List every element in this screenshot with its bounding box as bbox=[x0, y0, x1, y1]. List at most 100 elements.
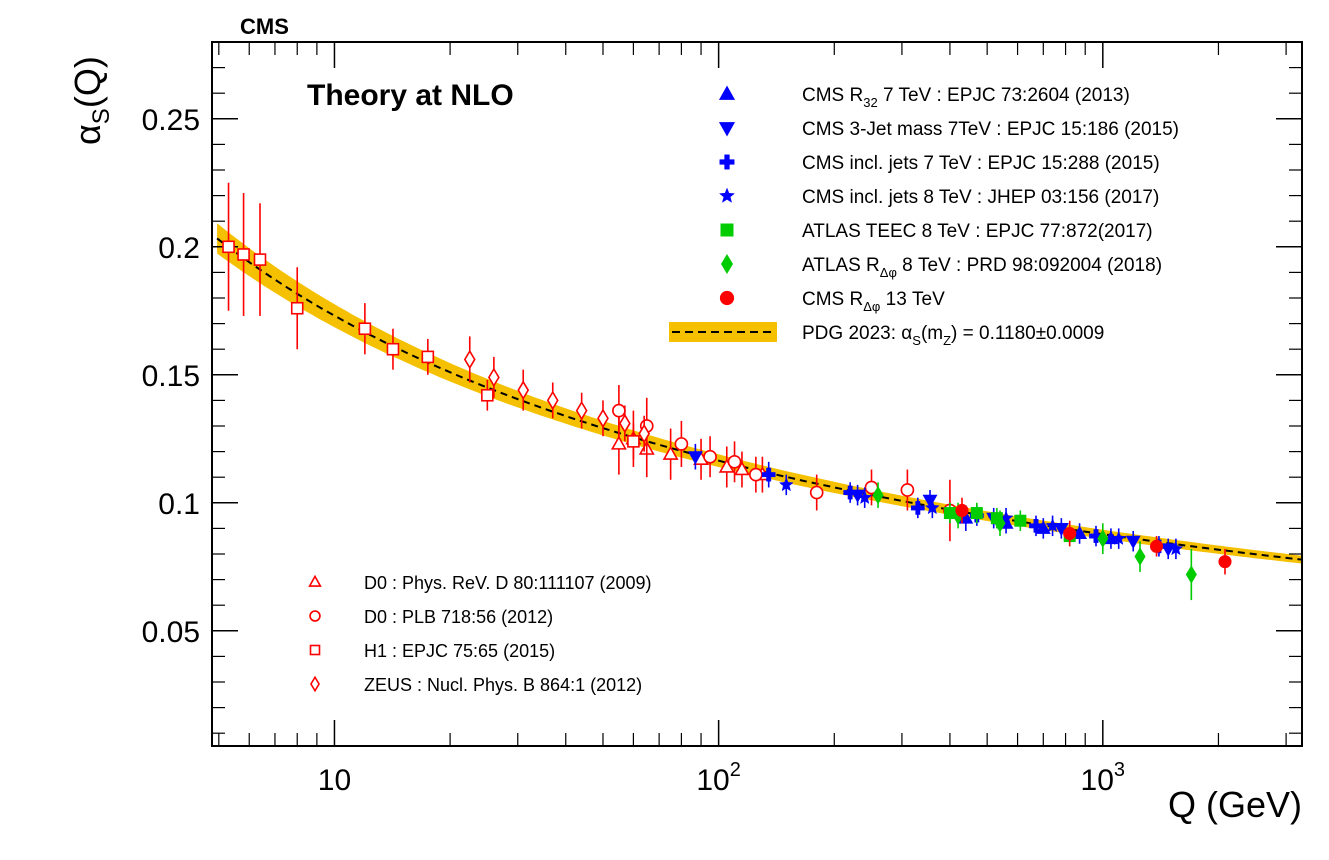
data-point bbox=[1089, 529, 1103, 543]
legend-subscript: 32 bbox=[863, 95, 877, 110]
experiment-label: CMS bbox=[240, 14, 289, 39]
legend-pdg-band bbox=[669, 322, 777, 342]
data-point bbox=[900, 483, 915, 497]
data-point bbox=[1185, 565, 1197, 584]
x-tick-label: 10 bbox=[318, 764, 351, 797]
pdg-central-curve bbox=[216, 237, 1303, 561]
data-point bbox=[955, 503, 969, 518]
pdg-central-curve-layer bbox=[216, 237, 1303, 561]
data-point bbox=[687, 451, 703, 465]
data-point bbox=[662, 445, 679, 460]
legend-marker bbox=[309, 644, 321, 656]
data-point bbox=[1134, 547, 1146, 566]
legend-name: CMS incl. jets 8 TeV : JHEP 03:156 (2017… bbox=[802, 187, 1159, 208]
data-point bbox=[237, 248, 250, 261]
data-point bbox=[610, 435, 627, 450]
y-tick-label: 0.15 bbox=[142, 360, 200, 393]
data-point bbox=[1125, 535, 1141, 550]
legend-entry-text: D0 : PLB 718:56 (2012) bbox=[364, 607, 553, 627]
legend-pdg-part: ) = 0.1180±0.0009 bbox=[951, 323, 1104, 344]
legend-entry-text: CMS incl. jets 8 TeV : JHEP 03:156 (2017… bbox=[802, 187, 1159, 208]
legend-marker bbox=[718, 122, 736, 137]
data-point bbox=[994, 514, 1006, 533]
data-point bbox=[463, 349, 476, 370]
legend-marker bbox=[720, 223, 734, 237]
data-point bbox=[1014, 514, 1027, 527]
x-tick-label: 102 bbox=[696, 759, 741, 797]
legend-entry-text: CMS RΔφ 13 TeV bbox=[802, 289, 945, 314]
data-point bbox=[253, 253, 267, 266]
data-point bbox=[970, 507, 983, 520]
legend-marker bbox=[718, 85, 736, 100]
data-point bbox=[1063, 526, 1077, 541]
data-point bbox=[627, 435, 640, 448]
data-point bbox=[487, 367, 500, 388]
data-point bbox=[421, 350, 435, 364]
data-point bbox=[761, 467, 776, 482]
legend-name: CMS R bbox=[802, 85, 863, 106]
data-point bbox=[1097, 529, 1109, 548]
data-point bbox=[1029, 518, 1043, 533]
legend-entry-text: ATLAS RΔφ 8 TeV : PRD 98:092004 (2018) bbox=[802, 255, 1162, 280]
legend-entry-text: ATLAS TEEC 8 TeV : EPJC 77:872(2017) bbox=[802, 221, 1153, 242]
axes-frame bbox=[211, 41, 1303, 747]
legend-name: ATLAS TEEC 8 TeV : EPJC 77:872(2017) bbox=[802, 221, 1153, 242]
legend-entry-text: CMS incl. jets 7 TeV : EPJC 15:288 (2015… bbox=[802, 153, 1160, 174]
data-point bbox=[1149, 539, 1164, 553]
data-point bbox=[481, 388, 494, 402]
legend-pdg-sub: S bbox=[912, 333, 921, 348]
legend-subscript: Δφ bbox=[880, 265, 897, 280]
legend-entry-text: ZEUS : Nucl. Phys. B 864:1 (2012) bbox=[364, 675, 642, 695]
data-point bbox=[857, 489, 873, 505]
data-point bbox=[843, 485, 858, 500]
legend-pdg-sub: Z bbox=[943, 333, 951, 348]
series-7-points bbox=[778, 474, 1184, 560]
data-point bbox=[778, 477, 794, 492]
data-point bbox=[922, 494, 938, 509]
legend-pdg-part: PDG 2023: α bbox=[802, 323, 912, 344]
data-point bbox=[1111, 530, 1127, 545]
data-point bbox=[222, 240, 235, 254]
y-tick-label: 0.1 bbox=[158, 488, 200, 521]
legend-marker bbox=[718, 187, 736, 203]
data-point bbox=[597, 408, 609, 429]
legend: CMS R32 7 TeV : EPJC 73:2604 (2013)CMS 3… bbox=[308, 85, 1179, 695]
data-point bbox=[386, 342, 400, 356]
data-point bbox=[703, 449, 717, 464]
data-point bbox=[809, 485, 824, 500]
data-point bbox=[1168, 541, 1184, 556]
data-point bbox=[872, 485, 884, 505]
data-point bbox=[1045, 518, 1061, 533]
series-3-points bbox=[463, 336, 651, 452]
legend-entry-text: CMS R32 7 TeV : EPJC 73:2604 (2013) bbox=[802, 85, 1130, 110]
legend-name: ATLAS R bbox=[802, 255, 880, 276]
data-point bbox=[358, 322, 372, 336]
legend-marker bbox=[719, 154, 735, 170]
legend-pdg-part: (m bbox=[921, 323, 943, 344]
legend-name-rest: 13 TeV bbox=[880, 289, 945, 310]
y-tick-label: 0.05 bbox=[142, 616, 200, 649]
x-tick-base: 10 bbox=[1081, 764, 1114, 797]
legend-name-rest: 8 TeV : PRD 98:092004 (2018) bbox=[897, 255, 1162, 276]
data-point bbox=[517, 380, 530, 400]
data-point bbox=[727, 454, 742, 469]
data-point bbox=[618, 413, 631, 434]
legend-entry-text: CMS 3-Jet mass 7TeV : EPJC 15:186 (2015) bbox=[802, 119, 1179, 140]
x-tick-label: 103 bbox=[1081, 759, 1126, 797]
series-2-points bbox=[222, 182, 640, 460]
legend-name: CMS R bbox=[802, 289, 863, 310]
svg-text:αS(Q): αS(Q) bbox=[67, 56, 115, 145]
series-10-points bbox=[955, 497, 1232, 575]
data-point bbox=[1072, 525, 1088, 539]
legend-marker bbox=[719, 290, 735, 306]
legend-name-rest: 7 TeV : EPJC 73:2604 (2013) bbox=[878, 85, 1130, 106]
legend-marker bbox=[308, 574, 322, 587]
plot-frame bbox=[211, 41, 1303, 747]
x-tick-base: 10 bbox=[696, 764, 729, 797]
data-points-layer bbox=[222, 182, 1232, 601]
data-point bbox=[1053, 522, 1069, 537]
legend-name: CMS 3-Jet mass 7TeV : EPJC 15:186 (2015) bbox=[802, 119, 1179, 140]
data-point bbox=[612, 403, 626, 418]
data-point bbox=[1218, 555, 1232, 569]
